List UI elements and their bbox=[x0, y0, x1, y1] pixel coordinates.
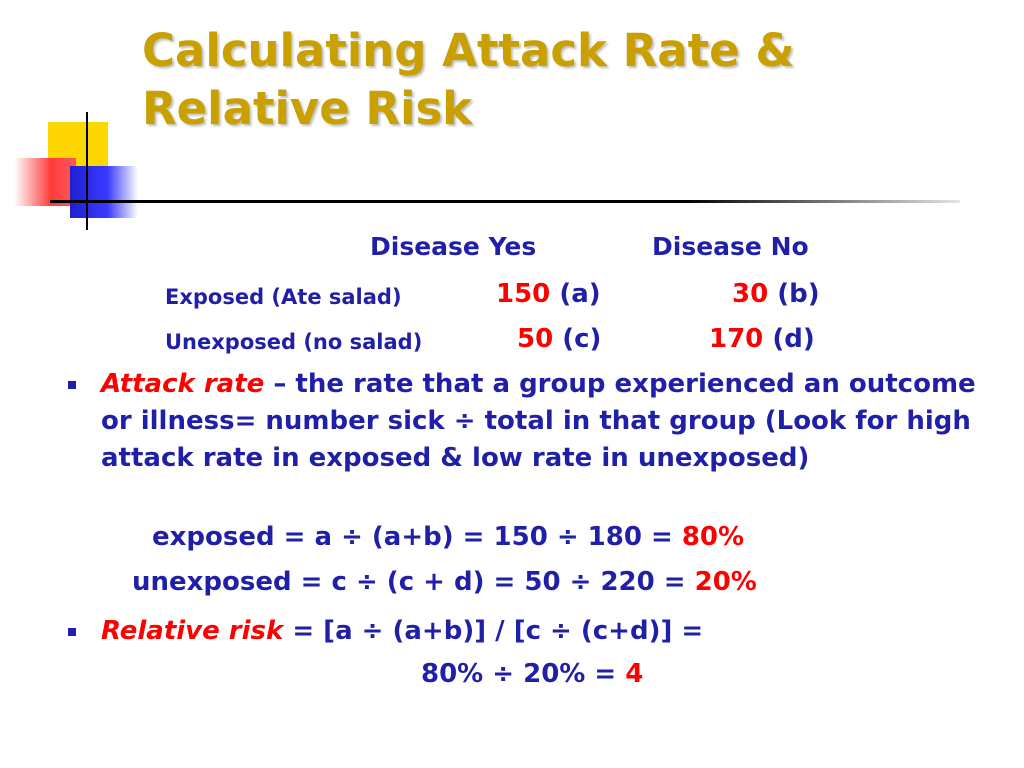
relative-risk-formula: 80% ÷ 20% = bbox=[421, 659, 626, 689]
cell-c-tag: (c) bbox=[562, 324, 602, 354]
cell-d: 170 (d) bbox=[709, 324, 815, 354]
exposed-result: 80% bbox=[681, 522, 745, 552]
cell-a-value: 150 bbox=[496, 279, 551, 309]
cell-a-tag: (a) bbox=[559, 279, 601, 309]
cell-b-tag: (b) bbox=[777, 279, 820, 309]
slide-title-line1: Calculating Attack Rate & bbox=[142, 24, 795, 77]
attack-rate-term: Attack rate bbox=[101, 369, 265, 399]
row-label-unexposed: Unexposed (no salad) bbox=[165, 330, 423, 354]
cell-b-value: 30 bbox=[732, 279, 769, 309]
column-header-disease-yes: Disease Yes bbox=[370, 232, 537, 261]
attack-rate-definition: – the rate that a group experienced an o… bbox=[101, 369, 976, 473]
slide-title: Calculating Attack Rate & Relative Risk bbox=[142, 22, 795, 138]
relative-risk-paragraph: Relative risk = [a ÷ (a+b)] / [c ÷ (c+d)… bbox=[101, 613, 981, 650]
cell-d-tag: (d) bbox=[772, 324, 815, 354]
unexposed-attack-rate-line: unexposed = c ÷ (c + d) = 50 ÷ 220 = 20% bbox=[132, 567, 757, 597]
relative-risk-result-line: 80% ÷ 20% = 4 bbox=[421, 659, 643, 689]
exposed-formula: exposed = a ÷ (a+b) = 150 ÷ 180 = bbox=[152, 522, 682, 552]
cell-d-value: 170 bbox=[709, 324, 764, 354]
cell-a: 150 (a) bbox=[496, 279, 601, 309]
exposed-attack-rate-line: exposed = a ÷ (a+b) = 150 ÷ 180 = 80% bbox=[152, 522, 744, 552]
cell-c-value: 50 bbox=[517, 324, 554, 354]
attack-rate-paragraph: Attack rate – the rate that a group expe… bbox=[101, 366, 981, 477]
decorative-blue-square bbox=[70, 166, 138, 218]
bullet-marker-attack-rate bbox=[68, 381, 76, 389]
unexposed-formula: unexposed = c ÷ (c + d) = 50 ÷ 220 = bbox=[132, 567, 695, 597]
cell-c: 50 (c) bbox=[517, 324, 601, 354]
title-divider-line bbox=[50, 200, 960, 203]
unexposed-result: 20% bbox=[694, 567, 757, 597]
relative-risk-term: Relative risk bbox=[101, 616, 284, 646]
bullet-marker-relative-risk bbox=[68, 628, 76, 636]
slide-title-line2: Relative Risk bbox=[142, 82, 473, 135]
relative-risk-definition: = [a ÷ (a+b)] / [c ÷ (c+d)] = bbox=[283, 616, 704, 646]
row-label-exposed: Exposed (Ate salad) bbox=[165, 285, 402, 309]
column-header-disease-no: Disease No bbox=[652, 232, 809, 261]
decorative-vertical-line bbox=[86, 112, 88, 230]
relative-risk-result: 4 bbox=[625, 659, 644, 689]
decorative-red-square bbox=[14, 158, 76, 206]
cell-b: 30 (b) bbox=[732, 279, 820, 309]
